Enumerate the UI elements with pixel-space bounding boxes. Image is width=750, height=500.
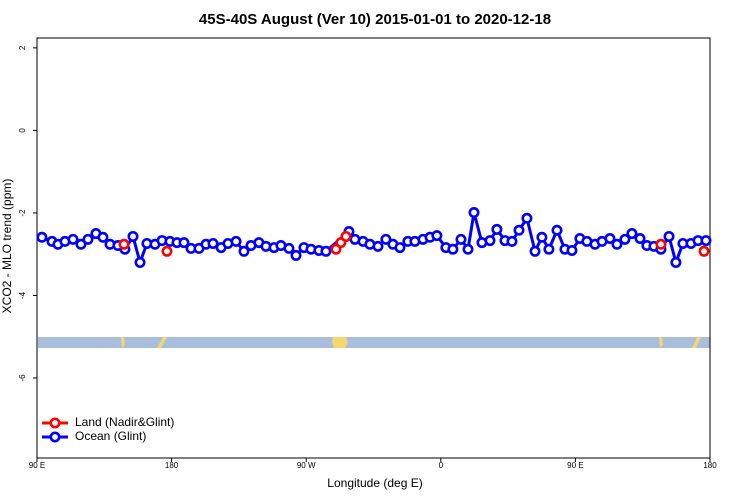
data-point (161, 245, 173, 257)
data-point (536, 231, 548, 243)
land-shape (332, 337, 348, 348)
land-shape (121, 337, 125, 348)
y-tick-label: 2 (18, 45, 27, 50)
data-point (134, 256, 146, 268)
data-point (663, 230, 675, 242)
data-point (484, 235, 496, 247)
data-point (380, 233, 392, 245)
data-point (634, 233, 646, 245)
data-point (127, 230, 139, 242)
data-point (529, 245, 541, 257)
legend-swatch-marker (49, 431, 61, 443)
legend: Land (Nadir&Glint)Ocean (Glint) (42, 415, 174, 443)
land-shape (692, 337, 701, 348)
data-point (230, 235, 242, 247)
legend-label: Land (Nadir&Glint) (75, 415, 174, 429)
data-point (468, 207, 480, 219)
data-point (207, 237, 219, 249)
land-shape (659, 337, 663, 348)
data-point (394, 242, 406, 254)
data-point (238, 245, 250, 257)
data-point (611, 238, 623, 250)
data-point (551, 224, 563, 236)
data-point (36, 231, 48, 243)
x-tick-label: 90 E (29, 461, 45, 470)
data-point (82, 233, 94, 245)
x-tick-label: 0 (439, 461, 444, 470)
chart-title: 45S-40S August (Ver 10) 2015-01-01 to 20… (199, 11, 551, 28)
x-tick-label: 90 W (297, 461, 316, 470)
y-tick-label: -2 (18, 209, 27, 217)
x-tick-label: 180 (703, 461, 717, 470)
data-point (340, 230, 352, 242)
data-point (626, 228, 638, 240)
data-point (491, 223, 503, 235)
x-tick-label: 90 E (567, 461, 583, 470)
data-point (320, 245, 332, 257)
data-point (700, 235, 712, 247)
y-tick-label: 0 (18, 128, 27, 133)
data-point (655, 238, 667, 250)
data-point (521, 212, 533, 224)
data-point (431, 230, 443, 242)
y-tick-label: -4 (18, 291, 27, 299)
data-point (698, 245, 710, 257)
data-point (67, 233, 79, 245)
land-shape (157, 337, 167, 348)
legend-swatch-marker (49, 417, 61, 429)
data-point (604, 233, 616, 245)
data-point (447, 243, 459, 255)
data-point (97, 231, 109, 243)
data-point (118, 238, 130, 250)
data-point (75, 238, 87, 250)
data-point (178, 237, 190, 249)
data-point (513, 224, 525, 236)
data-point (566, 244, 578, 256)
y-tick-label: -6 (18, 374, 27, 382)
data-point (462, 243, 474, 255)
x-tick-label: 180 (165, 461, 179, 470)
data-point (670, 256, 682, 268)
data-point (619, 233, 631, 245)
data-point (506, 235, 518, 247)
data-point (283, 242, 295, 254)
map-strip (38, 337, 710, 348)
x-axis-label: Longitude (deg E) (327, 476, 422, 490)
data-point (455, 233, 467, 245)
data-point (543, 243, 555, 255)
data-point (290, 249, 302, 261)
ocean-strip (38, 337, 710, 348)
y-axis-label: XCO2 - MLO trend (ppm) (0, 179, 14, 314)
legend-label: Ocean (Glint) (75, 429, 146, 443)
data-point (372, 240, 384, 252)
plot-frame (36, 37, 711, 459)
